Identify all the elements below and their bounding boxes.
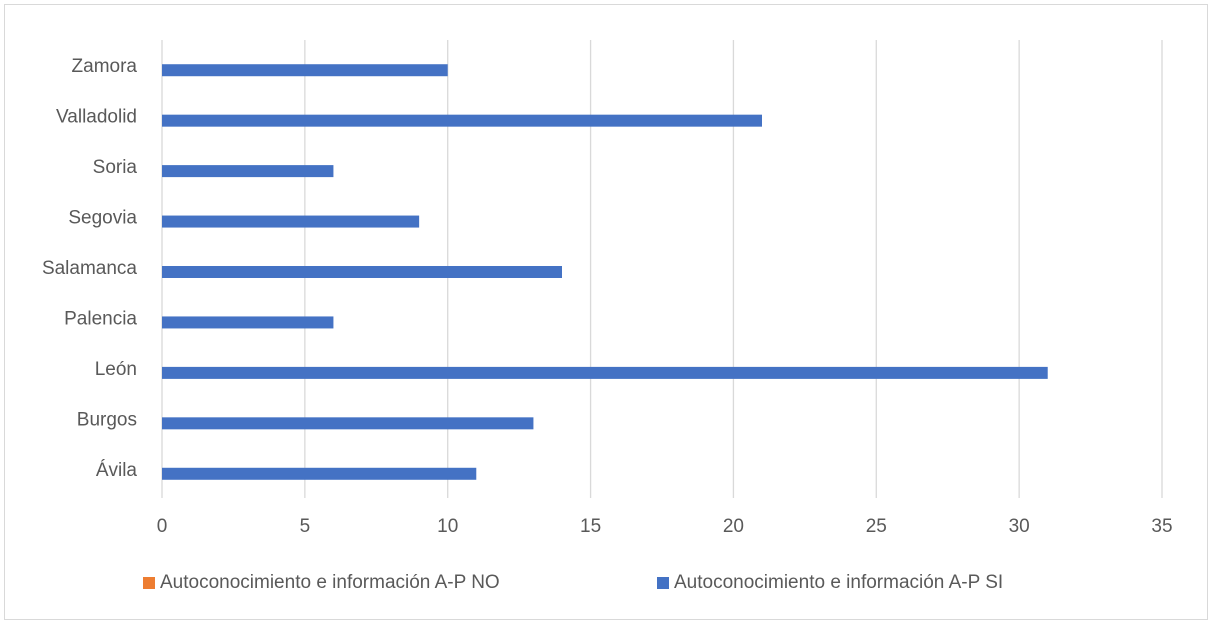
bar [162,417,534,430]
legend-swatch [143,577,155,589]
y-tick-label: Zamora [72,56,138,77]
x-tick-label: 35 [1151,516,1172,537]
bar [162,366,1048,379]
bar [162,266,562,278]
chart-border [4,4,1208,620]
x-tick-label: 20 [723,516,744,537]
y-tick-label: Soria [93,157,138,178]
y-tick-label: León [95,359,137,380]
bar [162,114,762,127]
bar [162,64,448,77]
y-tick-label: Palencia [64,308,137,329]
x-tick-label: 0 [157,516,168,537]
legend-label: Autoconocimiento e información A-P SI [674,572,1003,593]
y-tick-label: Segovia [68,208,137,229]
y-tick-label: Burgos [77,409,137,430]
legend-swatch [657,577,669,589]
bar [162,165,334,178]
bar [162,467,477,480]
y-tick-label: Valladolid [56,107,137,128]
x-tick-label: 30 [1009,516,1030,537]
x-tick-label: 10 [437,516,458,537]
x-tick-label: 5 [300,516,311,537]
legend-label: Autoconocimiento e información A-P NO [160,572,500,593]
x-tick-label: 15 [580,516,601,537]
y-tick-label: Ávila [96,460,138,481]
x-tick-label: 25 [866,516,887,537]
bar [162,316,334,329]
y-tick-label: Salamanca [42,258,137,279]
bar [162,215,420,228]
